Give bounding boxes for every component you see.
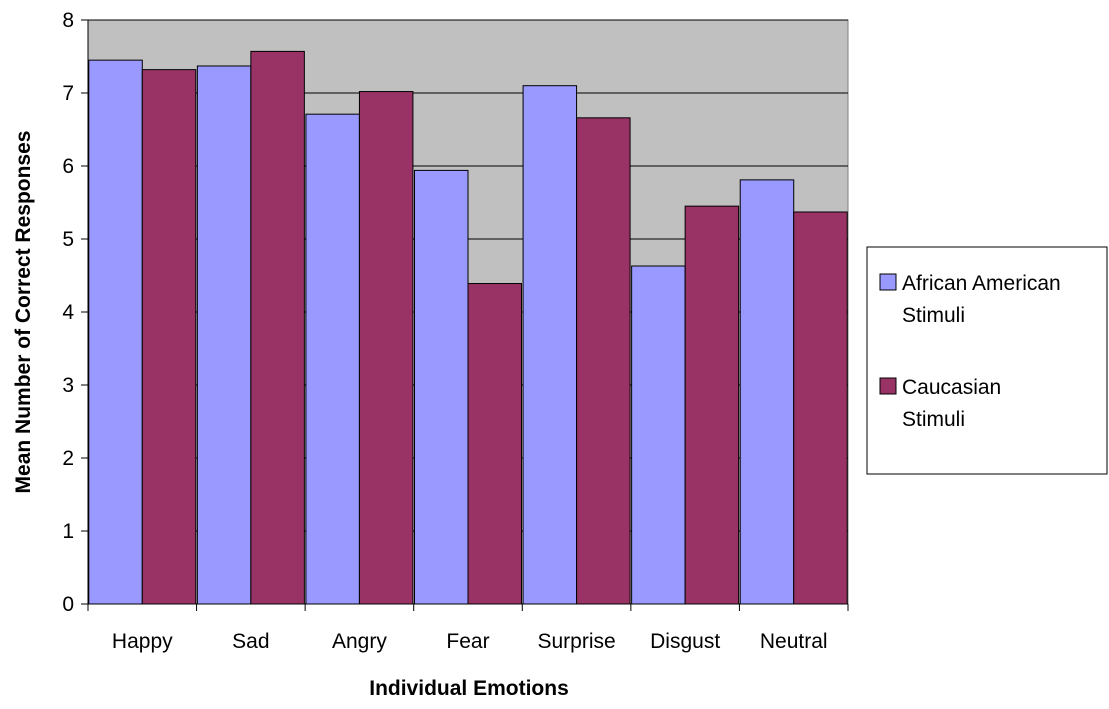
bar-surprise-series-2 <box>576 117 631 605</box>
bar-disgust-series-2 <box>684 205 740 605</box>
bar-fear-series-2 <box>467 283 522 605</box>
x-axis-title: Individual Emotions <box>369 677 569 700</box>
legend-label-2: Caucasian <box>902 376 1001 399</box>
y-tick-labels: 0 1 2 3 4 5 6 7 8 <box>62 9 74 616</box>
bar-neutral-series-1 <box>739 179 795 605</box>
y-axis-title: Mean Number of Correct Responses <box>12 131 35 494</box>
axes <box>81 19 849 611</box>
y-tick-label: 6 <box>62 155 74 178</box>
x-tick-label: Disgust <box>650 630 720 653</box>
bar-angry-series-2 <box>358 91 414 605</box>
x-tick-label: Surprise <box>537 630 615 653</box>
bar-surprise-series-1 <box>522 85 578 605</box>
y-tick-label: 1 <box>62 520 74 543</box>
legend-label-1: African American <box>902 272 1061 295</box>
legend: African American Stimuli Caucasian Stimuli <box>866 246 1108 475</box>
y-tick-label: 5 <box>62 228 74 251</box>
bar-disgust-series-1 <box>631 265 686 605</box>
legend-label-1: Stimuli <box>902 304 965 327</box>
y-tick-label: 3 <box>62 374 74 397</box>
y-tick-label: 8 <box>62 9 74 32</box>
y-tick-label: 2 <box>62 447 74 470</box>
legend-swatch-2 <box>879 377 897 395</box>
bar-neutral-series-2 <box>793 211 848 605</box>
x-tick-label: Sad <box>232 630 269 653</box>
legend-label-2: Stimuli <box>902 408 965 431</box>
bar-angry-series-1 <box>305 113 360 605</box>
x-tick-labels: Happy Sad Angry Fear Surprise Disgust Neutral <box>112 630 828 653</box>
x-tick-label: Angry <box>332 630 387 653</box>
x-tick-label: Fear <box>446 630 489 653</box>
y-tick-label: 4 <box>62 301 74 324</box>
x-tick-label: Neutral <box>760 630 828 653</box>
x-tick-label: Happy <box>112 630 173 653</box>
legend-items: African American Stimuli Caucasian Stimuli <box>879 272 1061 431</box>
y-tick-label: 7 <box>62 82 74 105</box>
bar-fear-series-1 <box>414 169 469 605</box>
bar-sad-series-1 <box>196 65 252 605</box>
bar-sad-series-2 <box>250 50 305 605</box>
legend-box <box>866 246 1108 475</box>
legend-swatch-1 <box>879 273 897 291</box>
bar-happy-series-1 <box>88 59 143 605</box>
bar-happy-series-2 <box>141 69 197 605</box>
y-tick-label: 0 <box>62 593 74 616</box>
bars <box>88 50 848 605</box>
